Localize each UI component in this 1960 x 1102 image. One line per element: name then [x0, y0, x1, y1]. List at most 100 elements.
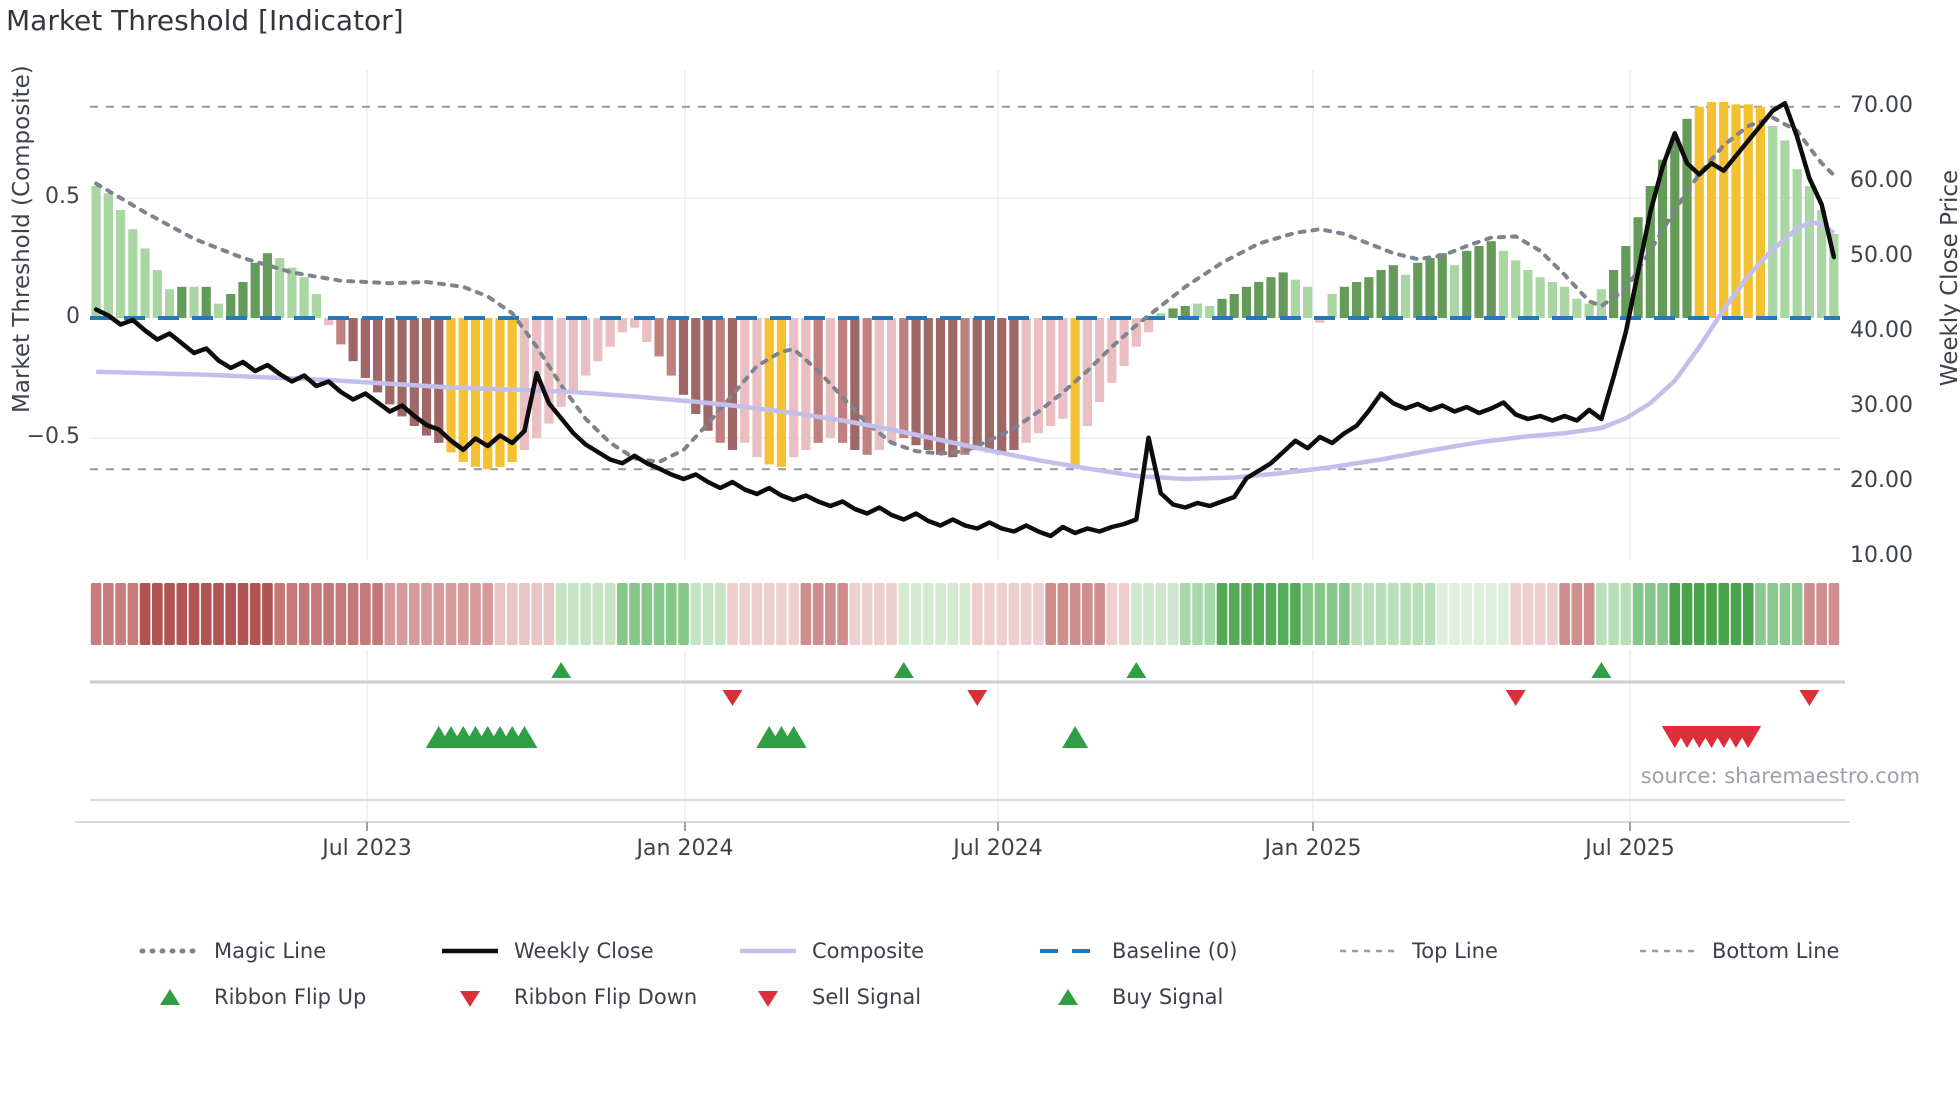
threshold-bar — [923, 318, 933, 450]
threshold-bar — [1119, 318, 1129, 366]
threshold-bar — [1817, 210, 1827, 318]
legend-item-weekly-close[interactable]: Weekly Close — [440, 938, 654, 964]
ribbon-cell — [1400, 583, 1411, 645]
ribbon-cell — [1424, 583, 1436, 645]
right-tick-label: 50.00 — [1850, 243, 1913, 268]
ribbon-cell — [604, 583, 616, 645]
ribbon-cell — [922, 583, 934, 645]
ribbon-cell — [1069, 583, 1081, 645]
ribbon-cell — [959, 583, 971, 645]
threshold-bar — [1327, 294, 1337, 318]
x-tick-label: Jan 2024 — [636, 836, 734, 861]
up-triangle-icon — [551, 662, 572, 678]
threshold-bar — [1278, 272, 1288, 318]
ribbon-cell — [1228, 583, 1240, 645]
left-axis-label: Market Threshold (Composite) — [9, 65, 35, 413]
ribbon-cell — [445, 583, 457, 645]
threshold-bar — [1780, 140, 1790, 318]
threshold-bar — [1425, 258, 1435, 318]
legend-item-ribbon-flip-up[interactable]: Ribbon Flip Up — [140, 984, 366, 1010]
ribbon-cell — [776, 583, 787, 645]
ribbon-cell — [1045, 583, 1056, 645]
threshold-bar — [862, 318, 872, 455]
ribbon-cell — [164, 583, 175, 645]
ribbon-cell — [360, 583, 371, 645]
threshold-bar — [421, 318, 432, 436]
threshold-bar — [1621, 246, 1631, 318]
ribbon-cell — [1718, 583, 1730, 645]
x-tick-label: Jul 2023 — [322, 836, 412, 861]
right-tick-label: 70.00 — [1850, 93, 1913, 118]
ribbon-cell — [1204, 583, 1216, 645]
threshold-bar — [1376, 270, 1386, 318]
ribbon-cell — [457, 583, 469, 645]
legend-item-buy-signal[interactable]: Buy Signal — [1038, 984, 1223, 1010]
threshold-bar — [1657, 159, 1668, 318]
threshold-bar — [593, 318, 603, 362]
ribbon-cell — [396, 583, 408, 645]
dashed-gray-line-icon — [1640, 949, 1696, 953]
legend-item-bottom-line[interactable]: Bottom Line — [1638, 938, 1839, 964]
legend-item-composite[interactable]: Composite — [738, 938, 924, 964]
ribbon-cell — [849, 583, 861, 645]
threshold-bar — [1315, 318, 1325, 323]
threshold-bar — [470, 318, 481, 467]
threshold-bar — [1743, 104, 1753, 319]
threshold-bar — [262, 253, 273, 318]
ribbon-heatmap — [90, 583, 1840, 645]
ribbon-cell — [225, 583, 237, 645]
threshold-bar — [385, 318, 395, 405]
legend-label: Buy Signal — [1112, 985, 1224, 1009]
ribbon-cell — [1559, 583, 1570, 645]
threshold-bar — [874, 318, 884, 450]
ribbon-cell — [874, 583, 885, 645]
threshold-bar — [164, 289, 175, 318]
threshold-bar — [727, 318, 738, 450]
legend-item-ribbon-flip-down[interactable]: Ribbon Flip Down — [440, 984, 697, 1010]
main-plot — [90, 70, 1840, 560]
ribbon-cell — [641, 583, 653, 645]
threshold-bar — [1033, 318, 1044, 434]
threshold-bar — [311, 294, 321, 318]
left-tick-label: −0.5 — [26, 424, 80, 449]
ribbon-cell — [1485, 583, 1497, 645]
ribbon-cell — [482, 583, 494, 645]
up-triangle-icon — [893, 662, 914, 678]
threshold-bar — [152, 270, 162, 318]
down-triangle-icon — [1735, 726, 1762, 748]
threshold-bar — [825, 318, 835, 438]
threshold-bar — [776, 318, 787, 467]
ribbon-cell — [1669, 583, 1681, 645]
threshold-bar — [360, 318, 370, 378]
ribbon-cell — [188, 583, 200, 645]
ribbon-cell — [1302, 583, 1313, 645]
threshold-bar — [1009, 318, 1019, 450]
right-tick-label: 30.00 — [1850, 393, 1913, 418]
threshold-bar — [1486, 241, 1496, 318]
legend-item-top-line[interactable]: Top Line — [1338, 938, 1498, 964]
ribbon-cell — [825, 583, 836, 645]
legend-item-sell-signal[interactable]: Sell Signal — [738, 984, 921, 1010]
ribbon-cell — [1742, 583, 1754, 645]
legend-item-magic-line[interactable]: Magic Line — [139, 938, 326, 964]
threshold-bar — [1694, 106, 1704, 318]
legend-item-baseline-0-[interactable]: Baseline (0) — [1038, 938, 1237, 964]
threshold-bar — [519, 318, 530, 450]
ribbon-cell — [286, 583, 298, 645]
legend-label: Bottom Line — [1712, 939, 1840, 963]
threshold-bar — [568, 318, 578, 390]
threshold-bar — [789, 318, 799, 458]
page-title: Market Threshold [Indicator] — [6, 4, 404, 37]
ribbon-cell — [1632, 583, 1644, 645]
threshold-bar — [691, 318, 701, 414]
threshold-bar — [140, 248, 150, 318]
threshold-bar — [1768, 126, 1778, 318]
solid-black-line-icon — [442, 948, 498, 954]
signal-rows — [75, 650, 1850, 831]
threshold-bar — [1180, 306, 1190, 318]
ribbon-cell — [200, 583, 212, 645]
threshold-bar — [1266, 277, 1276, 318]
ribbon-cell — [1143, 583, 1154, 645]
ribbon-cell — [249, 583, 261, 645]
ribbon-cell — [115, 583, 126, 645]
